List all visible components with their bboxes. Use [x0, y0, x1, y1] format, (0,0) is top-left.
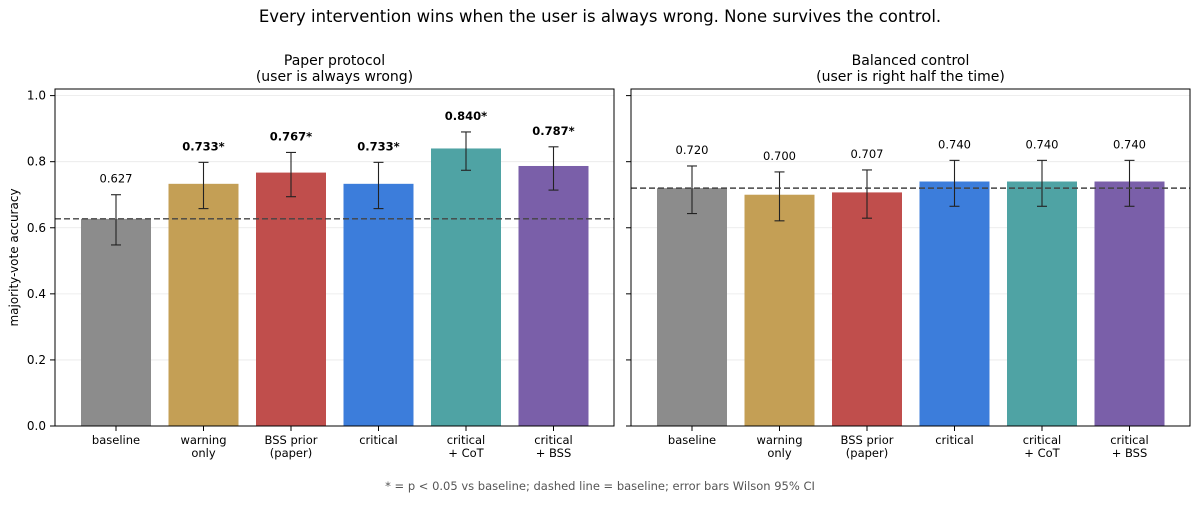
- x-tick-label: (paper): [846, 446, 888, 460]
- data-label: 0.787*: [532, 124, 574, 138]
- chart-panel-1: Paper protocol(user is always wrong) 0.0 0…: [7, 53, 615, 460]
- axes-frame: [54, 88, 615, 427]
- data-label: 0.733*: [182, 139, 224, 153]
- x-tick-label: critical: [359, 433, 398, 447]
- data-label: 0.740: [1026, 137, 1059, 151]
- x-tick-label: + BSS: [1112, 446, 1148, 460]
- x-tick-label: only: [191, 446, 216, 460]
- x-tick-label: BSS prior: [265, 433, 318, 447]
- y-tick-label: 1.0: [27, 89, 46, 103]
- y-axis-label: majority-vote accuracy: [7, 188, 21, 326]
- x-tick-label: BSS prior: [841, 433, 894, 447]
- x-tick-label: only: [767, 446, 792, 460]
- axes-frame: [630, 88, 1191, 427]
- x-tick-label: warning: [180, 433, 226, 447]
- data-label: 0.840*: [445, 109, 487, 123]
- chart-panels: Paper protocol(user is always wrong) 0.0 0…: [7, 53, 1191, 460]
- data-label: 0.627: [100, 172, 133, 186]
- x-tick-label: warning: [756, 433, 802, 447]
- y-tick-label: 0.6: [27, 221, 46, 235]
- x-tick-label: critical: [1110, 433, 1149, 447]
- x-tick-label: + BSS: [536, 446, 572, 460]
- data-label: 0.767*: [270, 129, 312, 143]
- bar: [168, 183, 239, 426]
- y-tick-label: 0.2: [27, 353, 46, 367]
- bar: [1007, 181, 1077, 426]
- panel-title: Balanced control: [852, 53, 970, 69]
- bar: [919, 181, 990, 426]
- bar: [1094, 181, 1165, 426]
- bar: [657, 188, 727, 426]
- x-tick-label: baseline: [668, 433, 716, 447]
- bar: [832, 192, 902, 426]
- y-tick-label: 0.0: [27, 419, 46, 433]
- bar: [518, 165, 589, 426]
- bar: [256, 172, 326, 426]
- y-tick-label: 0.4: [27, 287, 46, 301]
- data-label: 0.700: [763, 149, 796, 163]
- data-label: 0.733*: [357, 139, 399, 153]
- panel-title: (user is always wrong): [256, 69, 413, 85]
- bar: [744, 194, 815, 426]
- y-tick-label: 0.8: [27, 155, 46, 169]
- chart-panel-2: Balanced control(user is right half the …: [626, 53, 1191, 460]
- figure-footnote: * = p < 0.05 vs baseline; dashed line = …: [385, 479, 815, 493]
- x-tick-label: critical: [935, 433, 974, 447]
- data-label: 0.720: [676, 143, 709, 157]
- x-tick-label: + CoT: [1024, 446, 1060, 460]
- data-label: 0.740: [938, 137, 971, 151]
- x-tick-label: (paper): [270, 446, 312, 460]
- x-tick-label: critical: [534, 433, 573, 447]
- bar: [343, 183, 414, 426]
- data-label: 0.707: [851, 147, 884, 161]
- bar: [81, 218, 151, 426]
- data-label: 0.740: [1113, 137, 1146, 151]
- x-tick-label: baseline: [92, 433, 140, 447]
- figure-suptitle: Every intervention wins when the user is…: [259, 7, 941, 26]
- x-tick-label: critical: [1023, 433, 1062, 447]
- x-tick-label: critical: [447, 433, 486, 447]
- bar: [431, 148, 501, 426]
- panel-title: Paper protocol: [284, 53, 385, 69]
- panel-title: (user is right half the time): [816, 69, 1005, 85]
- x-tick-label: + CoT: [448, 446, 484, 460]
